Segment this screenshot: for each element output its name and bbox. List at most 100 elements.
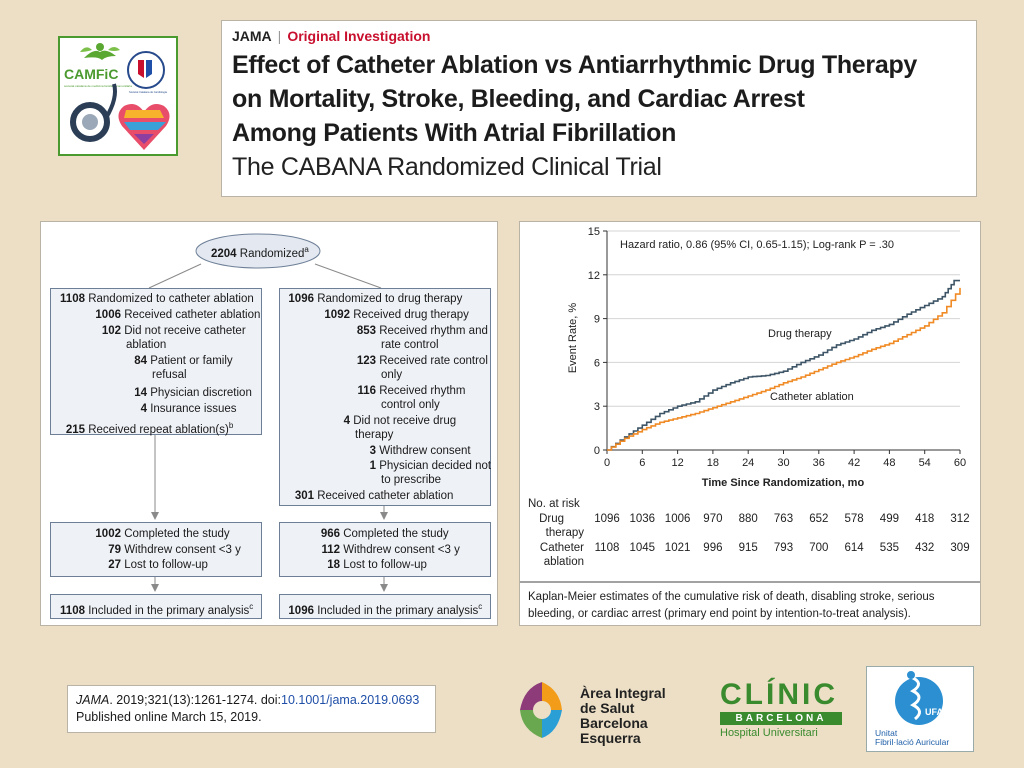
ablation-followup-2-count: 79 [108,544,121,556]
randomized-footnote: a [304,245,309,254]
area-integral-logo: Àrea Integral de Salut Barcelona Esquerr… [510,680,710,746]
at-risk-value-drug-42: 578 [845,513,864,525]
ufa-logo-badge: UFA [925,707,944,717]
ablation-randomized: 1108 Randomized to catheter ablation [57,292,254,307]
ablation-repeat-footnote: b [228,421,234,430]
y-axis-label: Event Rate, % [567,303,579,374]
ablation-followup-3-count: 27 [108,559,121,571]
at-risk-value-ablation-6: 1045 [630,542,656,554]
at-risk-value-drug-54: 418 [915,513,934,525]
drug-received: 1092 Received drug therapy [286,308,469,323]
drug-sub-2-count: 123 [356,355,376,367]
x-tick-label-54: 54 [919,457,931,469]
at-risk-ablation-label-2: ablation [544,556,584,568]
at-risk-value-drug-0: 1096 [594,513,620,525]
drug-received-label: Received drug therapy [353,309,469,321]
x-tick-label-60: 60 [954,457,966,469]
drug-therapy-series-label: Drug therapy [768,328,832,340]
drug-sub-1-count: 853 [356,325,376,337]
drug-followup-3-count: 18 [327,559,340,571]
drug-randomized-count: 1096 [288,293,314,305]
at-risk-value-drug-48: 499 [880,513,899,525]
drug-reason-2-label-1: Physician decided not [379,460,492,472]
drug-analysis-footnote: c [478,602,483,611]
at-risk-value-ablation-60: 309 [950,542,969,554]
hazard-ratio-annotation: Hazard ratio, 0.86 (95% CI, 0.65-1.15); … [620,239,894,251]
x-axis-label: Time Since Randomization, mo [702,477,865,489]
camfic-logo-graphic: CAMFiC societat catalana de medicina fam… [64,43,170,150]
y-tick-label-0: 0 [594,445,600,457]
drug-sub-1: 853 Received rhythm and [286,324,488,339]
drug-sub-1-label-2: rate control [381,339,439,351]
clinic-city: BARCELONA [720,712,842,725]
at-risk-value-drug-36: 652 [809,513,828,525]
citation-doi-link[interactable]: 10.1001/jama.2019.0693 [281,693,420,707]
ufa-logo-mark: UFA [895,671,944,725]
ablation-reason-3-label: Insurance issues [150,403,237,415]
drug-crossover: 301 Received catheter ablation [286,489,454,504]
ablation-followup-3-label: Lost to follow-up [124,559,208,571]
ablation-received: 1006 Received catheter ablation [57,308,260,323]
kaplan-meier-panel: 0 3 6 9 12 15 0 6 12 18 24 30 36 42 48 54 60 Hazard rati… [519,221,981,626]
at-risk-value-ablation-18: 996 [703,542,722,554]
drug-randomized-label: Randomized to drug therapy [317,293,463,305]
clinic-barcelona-logo: CLÍNIC BARCELONA Hospital Universitari [720,680,842,744]
drug-sub-2-label-1: Received rate control [379,355,488,367]
ablation-randomized-label: Randomized to catheter ablation [88,293,254,305]
camfic-logo: CAMFiC societat catalana de medicina fam… [58,36,178,156]
drug-followup-2-count: 112 [321,544,340,556]
x-tick-label-42: 42 [848,457,860,469]
article-subtitle: The CABANA Randomized Clinical Trial [232,153,662,181]
drug-not-received-count: 4 [343,415,350,427]
x-tick-label-36: 36 [813,457,825,469]
at-risk-drug-label-2: therapy [546,527,585,539]
at-risk-value-drug-60: 312 [950,513,969,525]
ablation-analysis: 1108 Included in the primary analysisc [57,599,253,619]
drug-crossover-count: 301 [294,490,314,502]
y-tick-label-15: 15 [588,226,600,238]
citation-line: JAMA. 2019;321(13):1261-1274. doi:10.100… [76,692,427,709]
ablation-followup-2-label: Withdrew consent <3 y [124,544,241,556]
ablation-analysis-count: 1108 [60,604,85,617]
citation-published: Published online March 15, 2019. [76,710,262,724]
drug-sub-1-label-1: Received rhythm and [379,325,488,337]
citation-ref: . 2019;321(13):1261-1274. doi: [109,693,282,707]
consort-flow-diagram: 2204 Randomizeda 1108 Randomized to cath… [40,221,498,626]
ablation-reason-1-label-2: refusal [152,369,187,381]
ablation-not-received-label-1: Did not receive catheter [124,325,246,337]
flow-connectors [148,233,388,592]
at-risk-value-drug-6: 1036 [630,513,656,525]
at-risk-value-drug-24: 880 [739,513,758,525]
drug-sub-3-label-2: control only [381,399,440,411]
at-risk-values: 1096 1036 1006 970 880 763 652 578 499 418 312 1108… [594,513,969,554]
journal-name: JAMA [232,28,272,44]
article-title-line-2: on Mortality, Stroke, Bleeding, and Card… [232,85,805,113]
at-risk-value-ablation-36: 700 [809,542,828,554]
y-tick-label-12: 12 [588,270,600,282]
drug-analysis-count: 1096 [288,604,314,617]
figure-caption-line-2: bleeding, or cardiac arrest (primary end… [528,608,911,620]
at-risk-value-drug-30: 763 [774,513,793,525]
clinic-subtitle: Hospital Universitari [720,727,818,739]
randomized-node: 2204 Randomizeda [211,242,309,262]
chart-series [607,279,961,451]
ablation-followup-box: 1002 Completed the study 79 Withdrew con… [50,522,262,577]
at-risk-value-ablation-12: 1021 [665,542,691,554]
drug-followup-1: 966 Completed the study [286,527,449,542]
ablation-repeat: 215 Received repeat ablation(s)b [57,418,233,438]
ablation-followup-3: 27 Lost to follow-up [57,558,208,573]
drug-arm-box: 1096 Randomized to drug therapy 1092 Rec… [279,288,491,506]
at-risk-drug-label-1: Drug [539,513,564,525]
ablation-followup-1-count: 1002 [95,528,121,540]
camfic-logo-arc-text: Societat Catalana de Cardiologia [129,90,167,94]
section-label: Original Investigation [287,28,431,44]
citation-box: JAMA. 2019;321(13):1261-1274. doi:10.100… [67,685,436,733]
x-tick-label-12: 12 [671,457,683,469]
x-tick-label-30: 30 [777,457,789,469]
drug-followup-1-label: Completed the study [343,528,449,540]
drug-sub-2: 123 Received rate control [286,354,488,369]
drug-analysis: 1096 Included in the primary analysisc [286,599,482,619]
drug-followup-3: 18 Lost to follow-up [286,558,427,573]
